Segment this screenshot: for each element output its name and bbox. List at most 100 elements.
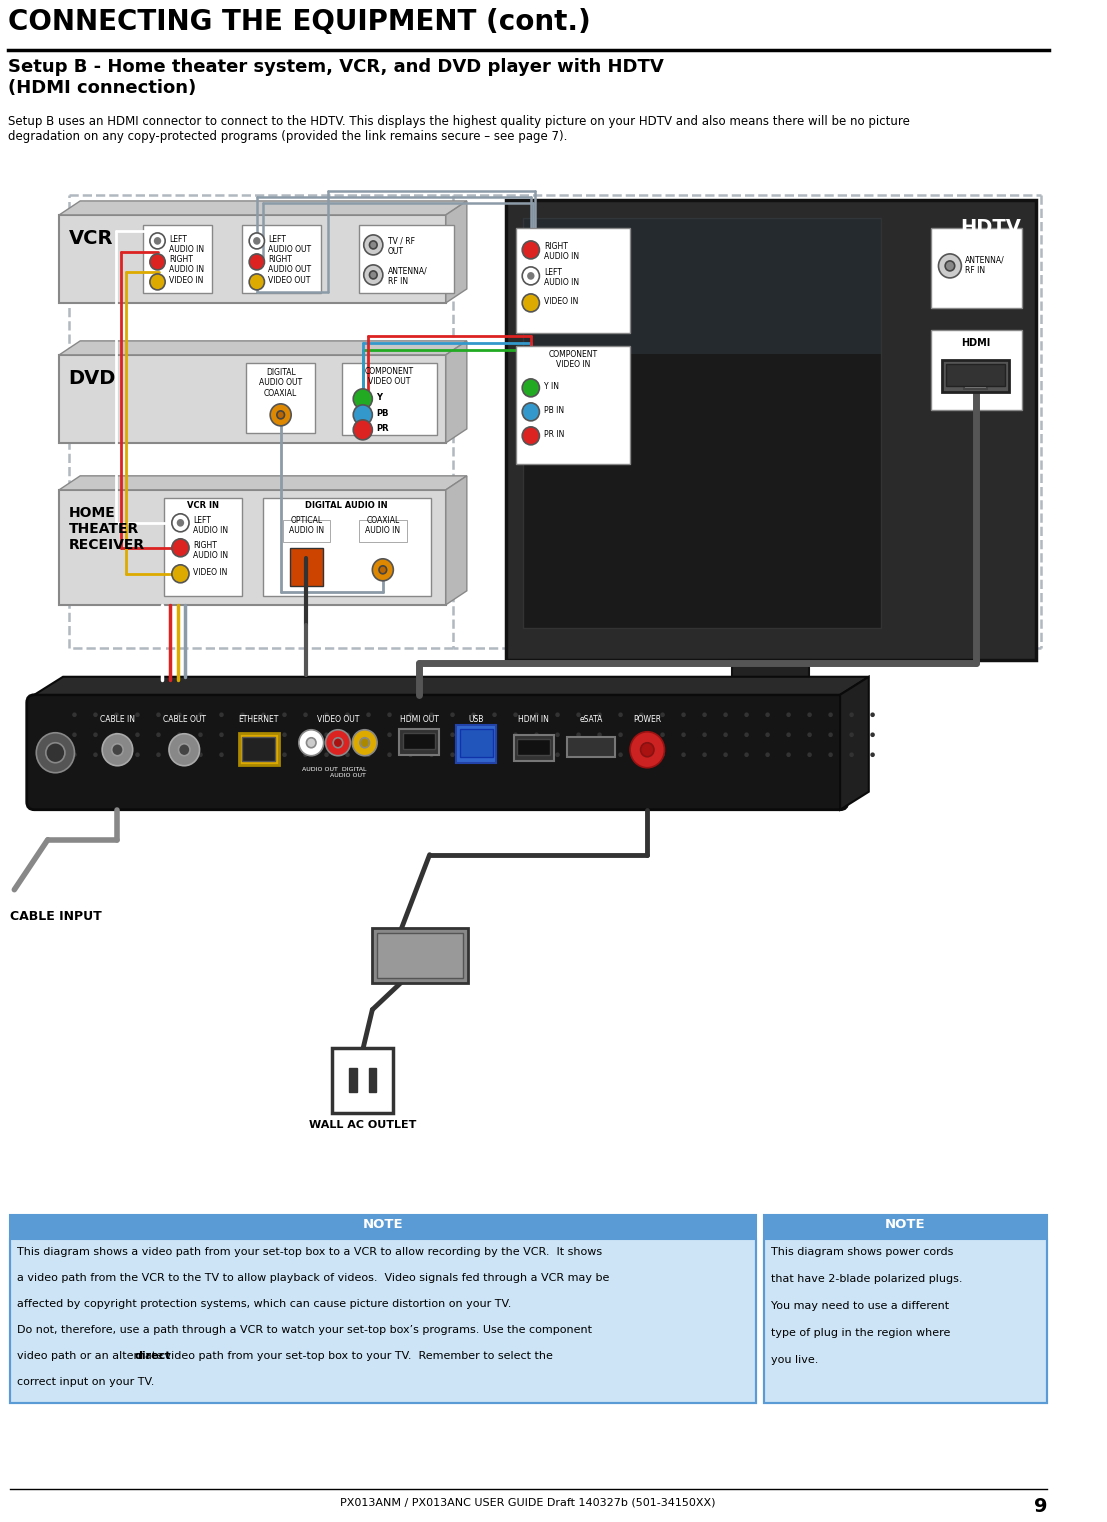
Circle shape xyxy=(241,734,244,737)
Circle shape xyxy=(283,753,286,756)
Circle shape xyxy=(451,753,454,756)
Bar xyxy=(369,1067,376,1091)
Circle shape xyxy=(149,274,165,289)
Circle shape xyxy=(410,714,412,717)
Bar xyxy=(247,362,315,432)
Bar xyxy=(263,498,431,595)
Bar xyxy=(239,732,279,764)
Text: RIGHT
AUDIO IN: RIGHT AUDIO IN xyxy=(545,242,579,262)
Bar xyxy=(514,735,554,761)
Text: Do not, therefore, use a path through a VCR to watch your set-top box’s programs: Do not, therefore, use a path through a … xyxy=(18,1324,592,1335)
Text: USB: USB xyxy=(468,715,484,724)
Circle shape xyxy=(523,294,539,312)
Circle shape xyxy=(661,714,664,717)
Text: PB: PB xyxy=(376,409,389,419)
Circle shape xyxy=(136,714,138,717)
Circle shape xyxy=(353,405,372,425)
Circle shape xyxy=(262,714,265,717)
Text: HDMI IN: HDMI IN xyxy=(518,715,549,724)
Circle shape xyxy=(472,753,475,756)
Circle shape xyxy=(630,732,664,767)
Circle shape xyxy=(829,734,832,737)
Bar xyxy=(143,225,211,292)
Circle shape xyxy=(389,734,391,737)
Circle shape xyxy=(157,734,159,737)
Circle shape xyxy=(157,753,159,756)
Bar xyxy=(164,498,242,595)
Circle shape xyxy=(364,265,383,285)
Bar xyxy=(946,364,1005,387)
Text: that have 2-blade polarized plugs.: that have 2-blade polarized plugs. xyxy=(772,1274,963,1283)
Bar xyxy=(461,729,493,756)
Text: COAXIAL
AUDIO IN: COAXIAL AUDIO IN xyxy=(365,516,401,536)
Bar xyxy=(516,228,630,333)
Circle shape xyxy=(94,734,97,737)
Bar xyxy=(10,1215,756,1239)
Circle shape xyxy=(640,734,643,737)
Circle shape xyxy=(172,539,189,557)
Text: You may need to use a different: You may need to use a different xyxy=(772,1301,950,1310)
Text: ANTENNA/
RF IN: ANTENNA/ RF IN xyxy=(965,256,1005,275)
Bar xyxy=(764,1215,1047,1239)
Circle shape xyxy=(745,714,748,717)
Circle shape xyxy=(556,734,559,737)
Circle shape xyxy=(451,734,454,737)
Circle shape xyxy=(523,403,539,422)
Text: AUDIO OUT  DIGITAL
              AUDIO OUT: AUDIO OUT DIGITAL AUDIO OUT xyxy=(302,767,366,778)
Text: Setup B uses an HDMI connector to connect to the HDTV. This displays the highest: Setup B uses an HDMI connector to connec… xyxy=(8,116,910,143)
Circle shape xyxy=(661,734,664,737)
Circle shape xyxy=(528,272,534,279)
Circle shape xyxy=(304,734,307,737)
Bar xyxy=(242,737,275,761)
Circle shape xyxy=(514,753,517,756)
Text: VIDEO IN: VIDEO IN xyxy=(545,297,579,306)
Bar xyxy=(59,355,446,443)
Text: LEFT
AUDIO IN: LEFT AUDIO IN xyxy=(545,268,579,288)
Circle shape xyxy=(523,240,539,259)
Text: affected by copyright protection systems, which can cause picture distortion on : affected by copyright protection systems… xyxy=(18,1298,511,1309)
Circle shape xyxy=(283,714,286,717)
Circle shape xyxy=(766,753,769,756)
Circle shape xyxy=(619,714,622,717)
Circle shape xyxy=(220,714,223,717)
Circle shape xyxy=(94,714,97,717)
Text: 9: 9 xyxy=(1034,1498,1047,1516)
Bar xyxy=(517,738,550,755)
Circle shape xyxy=(850,753,853,756)
Circle shape xyxy=(155,237,161,244)
Text: direct: direct xyxy=(134,1350,170,1361)
Circle shape xyxy=(871,753,875,756)
Circle shape xyxy=(514,734,517,737)
Text: HOME
THEATER
RECEIVER: HOME THEATER RECEIVER xyxy=(69,505,145,552)
Bar xyxy=(506,199,1036,659)
Circle shape xyxy=(304,753,307,756)
Circle shape xyxy=(241,753,244,756)
Polygon shape xyxy=(59,476,467,490)
Text: DIGITAL
AUDIO OUT: DIGITAL AUDIO OUT xyxy=(259,368,302,387)
Circle shape xyxy=(149,254,165,269)
Circle shape xyxy=(493,753,496,756)
Circle shape xyxy=(262,753,265,756)
Circle shape xyxy=(73,714,76,717)
Polygon shape xyxy=(59,201,467,215)
Text: VIDEO IN: VIDEO IN xyxy=(193,568,227,577)
Circle shape xyxy=(619,753,622,756)
Text: VIDEO IN: VIDEO IN xyxy=(169,275,204,285)
Text: DIGITAL AUDIO IN: DIGITAL AUDIO IN xyxy=(306,501,387,510)
Bar xyxy=(764,1215,1047,1402)
Text: PR IN: PR IN xyxy=(545,429,565,438)
Circle shape xyxy=(172,565,189,583)
Polygon shape xyxy=(446,341,467,443)
Circle shape xyxy=(307,738,315,747)
Text: LEFT
AUDIO IN: LEFT AUDIO IN xyxy=(169,234,204,254)
Bar xyxy=(372,928,468,983)
Text: PB IN: PB IN xyxy=(545,406,565,416)
Circle shape xyxy=(640,714,643,717)
Circle shape xyxy=(871,714,875,717)
Text: RIGHT
AUDIO OUT: RIGHT AUDIO OUT xyxy=(268,254,311,274)
Bar xyxy=(931,228,1022,307)
Text: TV / RF
OUT: TV / RF OUT xyxy=(387,237,415,256)
Circle shape xyxy=(353,420,372,440)
Bar xyxy=(399,729,439,755)
Circle shape xyxy=(102,734,133,766)
